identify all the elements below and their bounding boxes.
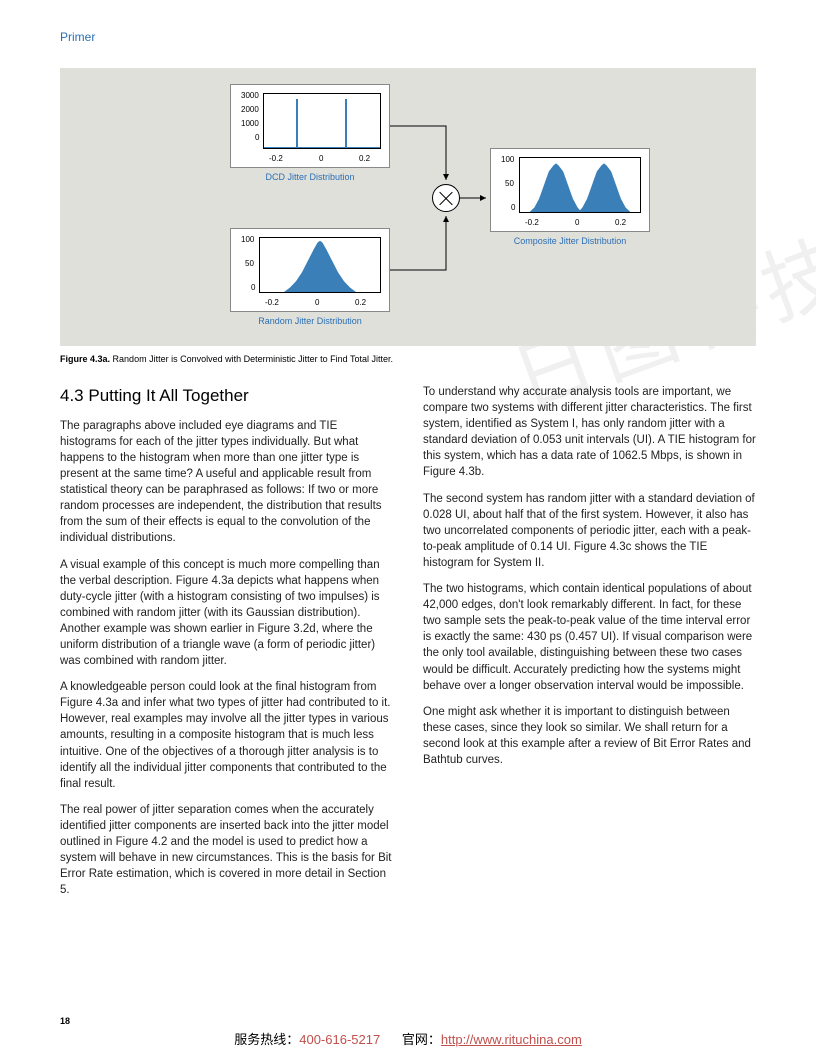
paragraph: To understand why accurate analysis tool…: [423, 384, 756, 481]
paragraph: A knowledgeable person could look at the…: [60, 679, 393, 792]
page-number: 18: [60, 1016, 70, 1026]
hotline-label: 服务热线：: [234, 1032, 299, 1047]
ytick: 0: [255, 133, 259, 142]
dcd-chart-title: DCD Jitter Distribution: [230, 172, 390, 182]
page-header: Primer: [60, 30, 756, 44]
xtick: -0.2: [525, 218, 539, 227]
arrows-svg: [60, 68, 756, 346]
xtick: 0.2: [359, 154, 370, 163]
paragraph: The second system has random jitter with…: [423, 491, 756, 571]
caption-text: Random Jitter is Convolved with Determin…: [113, 354, 393, 364]
xtick: 0: [575, 218, 579, 227]
ytick: 50: [505, 179, 514, 188]
ytick: 100: [241, 235, 254, 244]
figure-caption: Figure 4.3a. Random Jitter is Convolved …: [60, 354, 756, 364]
ytick: 100: [501, 155, 514, 164]
section-heading: 4.3 Putting It All Together: [60, 384, 393, 408]
xtick: 0.2: [355, 298, 366, 307]
ytick: 3000: [241, 91, 259, 100]
caption-label: Figure 4.3a.: [60, 354, 110, 364]
left-column: 4.3 Putting It All Together The paragrap…: [60, 384, 393, 908]
ytick: 0: [251, 283, 255, 292]
xtick: -0.2: [269, 154, 283, 163]
random-chart-title: Random Jitter Distribution: [230, 316, 390, 326]
convolution-icon: [432, 184, 460, 212]
xtick: 0: [319, 154, 323, 163]
dcd-chart: 3000 2000 1000 0 -0.2 0 0.2: [230, 84, 390, 168]
ytick: 1000: [241, 119, 259, 128]
xtick: -0.2: [265, 298, 279, 307]
paragraph: A visual example of this concept is much…: [60, 557, 393, 670]
right-column: To understand why accurate analysis tool…: [423, 384, 756, 908]
page-footer: 服务热线：400-616-5217 官网：http://www.rituchin…: [0, 1029, 816, 1048]
content-columns: 4.3 Putting It All Together The paragrap…: [60, 384, 756, 908]
ytick: 2000: [241, 105, 259, 114]
site-link[interactable]: http://www.rituchina.com: [441, 1032, 582, 1047]
composite-chart-title: Composite Jitter Distribution: [490, 236, 650, 246]
site-label: 官网：: [402, 1032, 441, 1047]
xtick: 0.2: [615, 218, 626, 227]
ytick: 50: [245, 259, 254, 268]
page-root: 日图科技 Primer 3000 2000 1000 0 -0.2 0 0.2 …: [0, 0, 816, 1056]
paragraph: One might ask whether it is important to…: [423, 704, 756, 768]
hotline-number: 400-616-5217: [299, 1032, 380, 1047]
paragraph: The real power of jitter separation come…: [60, 802, 393, 899]
paragraph: The paragraphs above included eye diagra…: [60, 418, 393, 547]
ytick: 0: [511, 203, 515, 212]
xtick: 0: [315, 298, 319, 307]
composite-chart: 100 50 0 -0.2 0 0.2: [490, 148, 650, 232]
figure-panel: 3000 2000 1000 0 -0.2 0 0.2 DCD Jitter D…: [60, 68, 756, 346]
random-chart: 100 50 0 -0.2 0 0.2: [230, 228, 390, 312]
paragraph: The two histograms, which contain identi…: [423, 581, 756, 694]
